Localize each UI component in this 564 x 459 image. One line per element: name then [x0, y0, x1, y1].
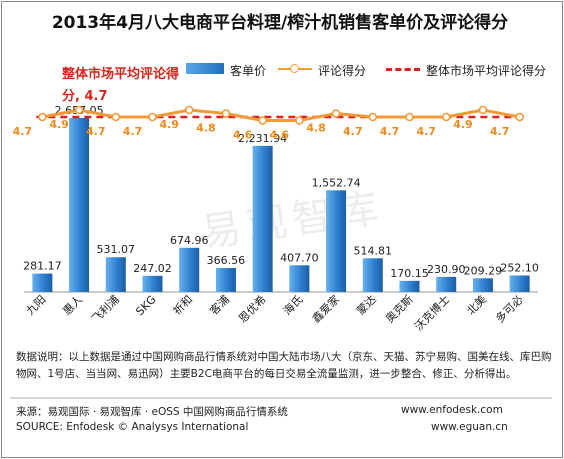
source-url-eguan: www.eguan.cn: [431, 421, 508, 433]
score-point-9: [368, 112, 378, 122]
category-label-7: 海氏: [280, 292, 305, 317]
legend-swatch-dash: [386, 68, 420, 71]
score-point-8: [331, 109, 341, 118]
category-label-8: 鑫爱家: [309, 292, 342, 325]
score-point-4: [184, 105, 194, 115]
chart-plot: 281.17九阳2,657.05惠人531.07飞利浦247.02SKG674.…: [13, 104, 539, 333]
bar-10: [399, 280, 420, 292]
score-label-10: 4.7: [380, 125, 400, 138]
bar-3: [142, 275, 163, 292]
bar-11: [436, 276, 457, 292]
bar-6: [252, 145, 273, 292]
score-point-10: [405, 112, 414, 122]
bar-value-label-8: 1,552.74: [312, 176, 361, 189]
bar-value-label-12: 209.29: [464, 264, 503, 277]
legend-label-line: 评论得分: [318, 64, 367, 78]
category-label-2: 飞利浦: [89, 293, 122, 326]
score-label-3: 4.7: [123, 125, 143, 138]
legend-label-avg: 整体市场平均评论得分: [426, 64, 547, 78]
category-label-9: 蒙达: [354, 293, 379, 318]
footer-divider: [10, 397, 552, 399]
category-label-10: 奥克斯: [382, 292, 415, 325]
score-label-9: 4.7: [343, 125, 363, 138]
average-annotation: 整体市场平均评论得分, 4.7: [62, 64, 182, 108]
category-label-11: 沃克博士: [412, 293, 452, 333]
bar-value-label-9: 514.81: [354, 244, 393, 257]
chart-title: 2013年4月八大电商平台料理/榨汁机销售客单价及评论得分: [51, 13, 509, 33]
source-url-enfodesk: www.enfodesk.com: [401, 404, 503, 416]
bar-value-label-6: 2,231.94: [238, 132, 287, 145]
category-label-1: 惠人: [60, 292, 85, 317]
score-point-0: [38, 112, 47, 122]
category-label-6: 恩优希: [236, 292, 269, 325]
bar-8: [326, 190, 347, 292]
legend-swatch-dot: [290, 64, 299, 73]
score-label-1: 4.9: [49, 118, 69, 131]
bar-13: [509, 275, 530, 292]
bar-2: [105, 257, 126, 292]
bar-5: [215, 267, 236, 292]
category-label-5: 客浦: [207, 292, 232, 317]
category-label-4: 祈和: [171, 293, 196, 318]
bar-value-label-5: 366.56: [207, 254, 246, 267]
bar-value-label-0: 281.17: [23, 260, 62, 273]
legend-label-bar: 客单价: [230, 64, 267, 78]
data-note: 数据说明：以上数据是通过中国网购商品行情系统对中国大陆市场八大（京东、天猫、苏宁…: [16, 351, 552, 380]
bar-12: [472, 278, 493, 292]
bar-value-label-11: 230.90: [427, 263, 466, 276]
score-label-11: 4.7: [416, 125, 436, 138]
score-point-5: [221, 109, 231, 118]
score-point-2: [111, 112, 121, 122]
bar-value-label-10: 170.15: [390, 267, 429, 280]
bar-value-label-2: 531.07: [97, 243, 136, 256]
score-point-11: [441, 112, 451, 122]
score-label-5: 4.8: [196, 122, 216, 135]
bar-7: [289, 265, 310, 292]
score-point-13: [515, 112, 524, 122]
score-label-4: 4.9: [159, 118, 179, 131]
source-en: SOURCE: Enfodesk © Analysys Internationa…: [16, 421, 249, 433]
score-point-7: [295, 116, 304, 125]
bar-value-label-4: 674.96: [170, 234, 209, 247]
score-label-6: 4.6: [233, 129, 253, 142]
bar-9: [362, 258, 383, 292]
score-label-0: 4.7: [13, 125, 33, 138]
category-label-12: 北美: [464, 293, 489, 318]
score-label-7: 4.6: [270, 129, 290, 142]
bar-1: [69, 118, 90, 292]
bar-value-label-13: 252.10: [500, 261, 539, 274]
bar-0: [32, 273, 53, 292]
average-annotation-text: 整体市场平均评论得分, 4.7: [62, 67, 180, 104]
score-line: [42, 108, 520, 122]
category-label-0: 九阳: [24, 293, 49, 318]
bar-4: [179, 247, 200, 292]
source-cn: 来源：易观国际 · 易观智库 · eOSS 中国网购商品行情系统: [16, 406, 288, 418]
score-label-12: 4.9: [453, 118, 473, 131]
category-label-3: SKG: [133, 293, 158, 318]
score-point-6: [258, 116, 267, 125]
legend-swatch-bar: [186, 63, 224, 74]
score-point-12: [478, 105, 488, 115]
category-label-13: 多可必: [493, 292, 526, 325]
bar-value-label-3: 247.02: [133, 262, 172, 275]
score-label-13: 4.7: [490, 125, 510, 138]
score-label-8: 4.8: [306, 122, 326, 135]
score-label-2: 4.7: [86, 125, 106, 138]
bar-value-label-7: 407.70: [280, 251, 319, 264]
score-point-3: [148, 112, 157, 122]
score-point-1: [74, 105, 84, 115]
